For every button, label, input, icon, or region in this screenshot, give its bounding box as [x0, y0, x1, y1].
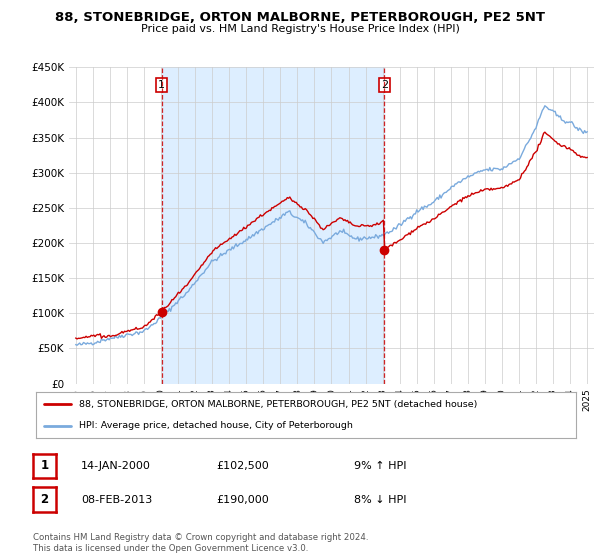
Text: £102,500: £102,500	[216, 461, 269, 471]
Text: 1: 1	[158, 80, 165, 90]
Text: Price paid vs. HM Land Registry's House Price Index (HPI): Price paid vs. HM Land Registry's House …	[140, 24, 460, 34]
Text: £190,000: £190,000	[216, 494, 269, 505]
Text: 88, STONEBRIDGE, ORTON MALBORNE, PETERBOROUGH, PE2 5NT (detached house): 88, STONEBRIDGE, ORTON MALBORNE, PETERBO…	[79, 400, 478, 409]
Text: 14-JAN-2000: 14-JAN-2000	[81, 461, 151, 471]
Text: 08-FEB-2013: 08-FEB-2013	[81, 494, 152, 505]
Text: 9% ↑ HPI: 9% ↑ HPI	[354, 461, 407, 471]
Text: 1: 1	[40, 459, 49, 473]
Text: Contains HM Land Registry data © Crown copyright and database right 2024.
This d: Contains HM Land Registry data © Crown c…	[33, 533, 368, 553]
Text: 88, STONEBRIDGE, ORTON MALBORNE, PETERBOROUGH, PE2 5NT: 88, STONEBRIDGE, ORTON MALBORNE, PETERBO…	[55, 11, 545, 24]
Text: 2: 2	[381, 80, 388, 90]
Bar	[162, 67, 385, 384]
Text: 2: 2	[40, 493, 49, 506]
Text: HPI: Average price, detached house, City of Peterborough: HPI: Average price, detached house, City…	[79, 421, 353, 430]
Text: 8% ↓ HPI: 8% ↓ HPI	[354, 494, 407, 505]
